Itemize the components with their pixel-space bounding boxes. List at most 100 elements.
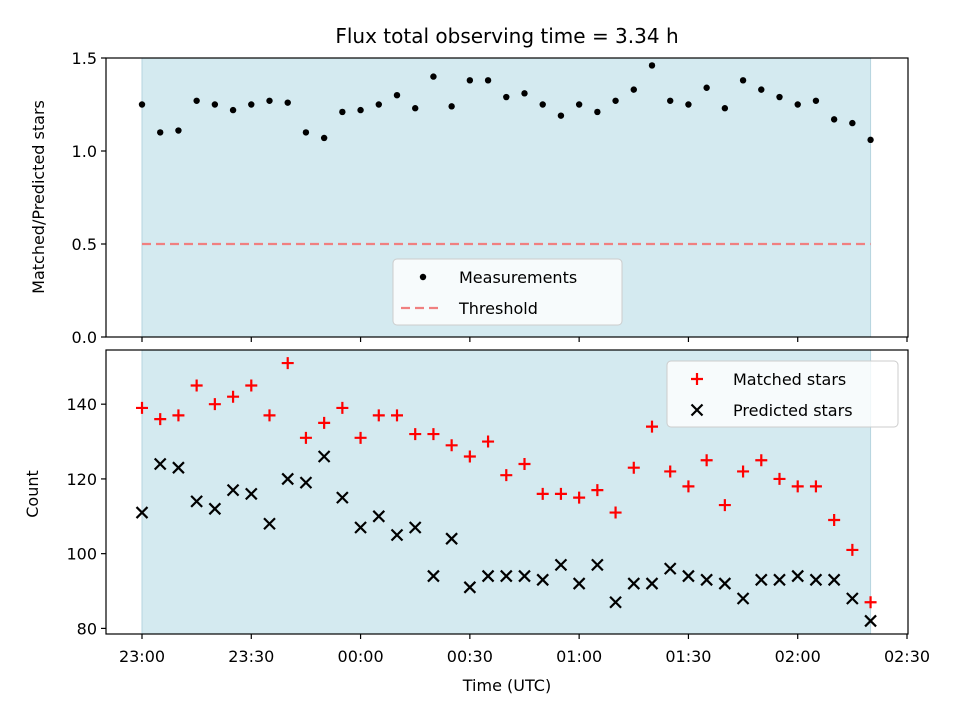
matched-stars-point <box>828 514 841 527</box>
predicted-stars-point <box>536 573 549 587</box>
measurements-point <box>830 116 838 123</box>
predicted-stars-point <box>700 573 713 587</box>
x-tick-label: 02:30 <box>884 647 930 666</box>
matched-stars-point <box>445 439 458 452</box>
predicted-stars-point <box>627 577 641 590</box>
matched-stars-point <box>718 499 731 512</box>
matched-stars-point <box>500 469 513 482</box>
x-tick-label: 01:00 <box>556 647 602 666</box>
legend-marker-measurements <box>419 273 427 281</box>
matched-stars-point <box>245 379 258 392</box>
matched-stars-point <box>773 472 786 485</box>
matched-stars-point <box>755 454 768 467</box>
predicted-stars-point <box>317 450 331 463</box>
matched-stars-point <box>591 484 604 497</box>
predicted-stars-point <box>172 461 185 474</box>
predicted-stars-point <box>864 614 877 628</box>
x-tick-label: 23:30 <box>228 647 274 666</box>
matched-stars-point <box>336 401 349 414</box>
y-tick-label: 140 <box>66 395 97 414</box>
predicted-stars-point <box>645 577 659 590</box>
x-tick-label: 00:00 <box>338 647 384 666</box>
predicted-stars-point <box>609 595 622 609</box>
matched-stars-point <box>427 428 440 441</box>
matched-stars-point <box>554 487 567 500</box>
matched-stars-point <box>227 390 240 403</box>
predicted-stars-point <box>463 581 477 594</box>
predicted-stars-point <box>682 569 695 583</box>
predicted-stars-point <box>500 569 513 583</box>
predicted-stars-point <box>572 577 586 590</box>
predicted-stars-point <box>554 558 568 572</box>
axes-frame <box>105 349 909 635</box>
matched-stars-point <box>263 409 276 422</box>
legend-label-matched-stars: Matched stars <box>733 370 846 389</box>
matched-stars-point <box>627 461 640 474</box>
measurements-point <box>248 101 255 108</box>
measurements-point <box>448 103 455 110</box>
measurements-point <box>193 97 200 104</box>
chart-title: Flux total observing time = 3.34 h <box>335 24 678 48</box>
predicted-stars-point <box>445 532 458 545</box>
matched-stars-point <box>864 596 877 609</box>
measurements-point <box>539 101 546 108</box>
matched-stars-point <box>609 506 622 519</box>
measurements-point <box>466 77 474 84</box>
measurements-point <box>320 134 328 142</box>
matched-stars-point <box>536 487 549 500</box>
matched-stars-point <box>136 401 148 414</box>
measurements-point <box>521 90 528 97</box>
matched-stars-point <box>372 409 385 422</box>
matched-stars-point <box>646 420 658 433</box>
predicted-stars-point <box>827 573 841 587</box>
measurements-point <box>138 101 146 108</box>
measurements-point <box>612 97 619 104</box>
matched-stars-point <box>791 480 804 493</box>
measurements-point <box>594 108 601 116</box>
legend-label-measurements: Measurements <box>459 268 577 287</box>
legend-label-threshold: Threshold <box>458 299 538 318</box>
measurements-point <box>557 112 565 119</box>
x-tick-label: 00:30 <box>447 647 493 666</box>
predicted-stars-point <box>408 521 422 534</box>
measurements-point <box>375 101 382 108</box>
y-tick-label: 120 <box>66 470 97 489</box>
y-tick-label: 1.0 <box>72 142 97 161</box>
matched-stars-point <box>299 431 312 444</box>
x-tick-label: 02:00 <box>775 647 821 666</box>
y-tick-label: 0.0 <box>72 328 97 347</box>
bottom-xlabel: Time (UTC) <box>462 676 551 695</box>
bottom-ylabel: Count <box>23 470 42 518</box>
matched-stars-point <box>318 416 331 429</box>
predicted-stars-point <box>809 573 823 587</box>
measurements-point <box>393 92 401 99</box>
predicted-stars-point <box>736 592 750 605</box>
legend-marker-matched-stars <box>691 373 703 385</box>
measurements-point <box>484 77 492 84</box>
matched-stars-point <box>391 409 403 422</box>
predicted-stars-point <box>481 569 495 583</box>
matched-stars-point <box>172 409 185 422</box>
measurements-point <box>412 105 419 112</box>
measurements-point <box>776 93 783 101</box>
matched-stars-point <box>208 398 221 411</box>
bottom-panel: 80 100 120 140 23:00 23:30 00:00 00:30 01:00 01:3… <box>66 349 930 666</box>
axes-frame <box>105 57 909 338</box>
matched-stars-point <box>737 465 750 478</box>
predicted-stars-point <box>591 558 604 572</box>
legend-label-predicted-stars: Predicted stars <box>733 401 853 420</box>
measurements-point <box>266 97 273 104</box>
legend-box <box>392 258 623 326</box>
matched-stars-point <box>409 428 422 441</box>
predicted-stars-point <box>663 562 677 575</box>
measurements-point <box>430 73 437 80</box>
y-tick-label: 100 <box>66 545 97 564</box>
measurements-point <box>229 106 237 114</box>
matched-stars-point <box>518 457 531 470</box>
predicted-stars-point <box>135 506 149 519</box>
matched-stars-point <box>573 491 586 504</box>
matched-stars-point <box>700 454 713 467</box>
measurements-point <box>302 129 310 136</box>
predicted-stars-point <box>299 476 313 489</box>
